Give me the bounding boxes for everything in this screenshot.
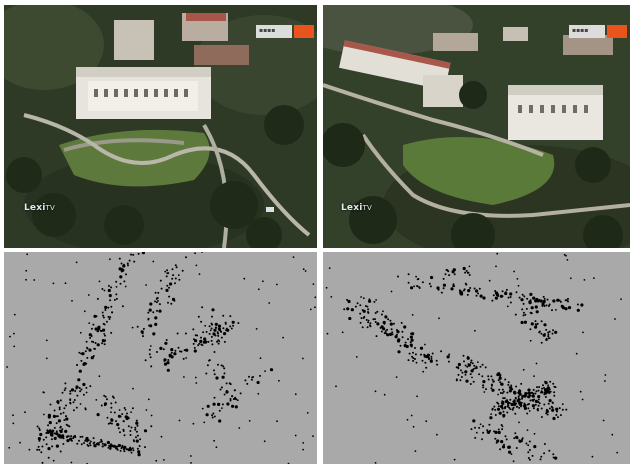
feature-points-left xyxy=(4,252,317,464)
aerial-photo-left: ▪▪▪▪ LexiTV xyxy=(4,5,317,248)
aerial-scene-left xyxy=(4,5,317,248)
channel-badge: ▪▪▪▪ xyxy=(256,25,314,38)
feature-points-right xyxy=(323,252,630,464)
feature-points-plot-left xyxy=(6,252,317,464)
aerial-photo-right: ▪▪▪▪ LexiTV xyxy=(323,5,630,248)
lexitv-logo: LexiTV xyxy=(24,203,55,213)
channel-badge: ▪▪▪▪ xyxy=(569,25,627,38)
feature-points-plot-right xyxy=(325,252,622,464)
aerial-scene-right xyxy=(323,5,630,248)
lexitv-logo: LexiTV xyxy=(341,203,372,213)
